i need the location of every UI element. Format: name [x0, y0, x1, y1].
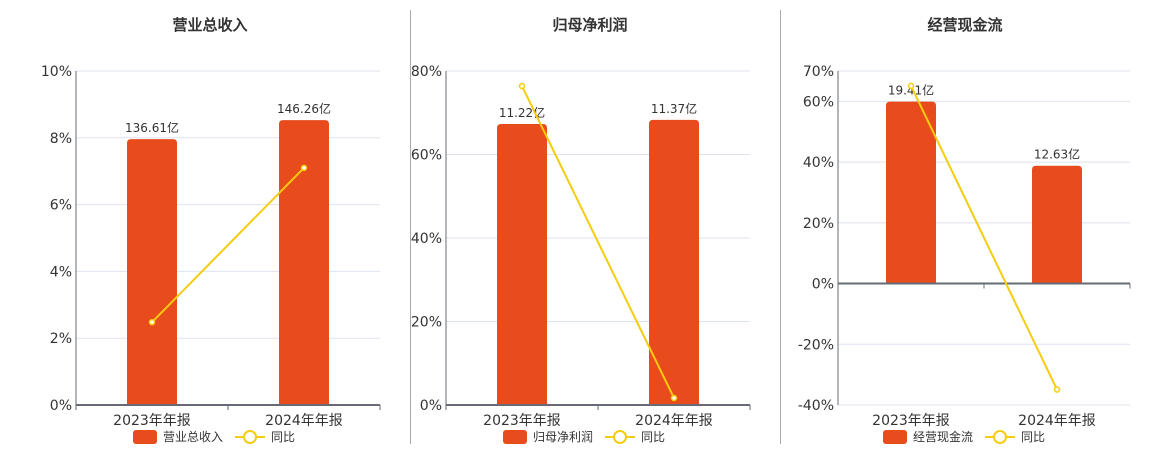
bar-value-label: 11.37亿	[651, 101, 697, 116]
bar[interactable]	[127, 139, 177, 406]
yoy-line	[910, 85, 1058, 390]
legend-bar-swatch[interactable]	[883, 429, 907, 444]
y-tick-label: 10%	[41, 64, 72, 80]
legend-line-swatch[interactable]	[235, 429, 266, 444]
y-tick-label: 60%	[803, 94, 834, 110]
y-tick-label: 20%	[803, 216, 834, 232]
bar[interactable]	[279, 120, 329, 406]
y-tick-label: -40%	[798, 398, 834, 414]
y-tick-label: 40%	[803, 155, 834, 171]
chart-title: 归母净利润	[552, 16, 628, 34]
panel-divider	[410, 10, 411, 444]
y-tick-label: 6%	[50, 198, 72, 214]
x-tick-label: 2024年年报	[1018, 413, 1096, 429]
legend-line-swatch[interactable]	[605, 429, 636, 444]
legend-bar-swatch[interactable]	[503, 429, 527, 444]
chart-legend: 营业总收入 同比	[133, 428, 295, 445]
legend-line-swatch[interactable]	[985, 429, 1016, 444]
chart-legend: 经营现金流 同比	[883, 428, 1045, 445]
y-tick-label: 2%	[50, 331, 72, 347]
chart-legend: 归母净利润 同比	[503, 428, 665, 445]
yoy-line	[521, 85, 675, 399]
bar-value-label: 146.26亿	[277, 101, 331, 116]
bar[interactable]	[497, 124, 547, 406]
yoy-point[interactable]	[300, 164, 308, 172]
chart-plot: 0% 2% 4% 6% 8% 10% 136.61亿 146.26亿 2023年年报 2024年年…	[41, 64, 381, 429]
legend-bar-swatch[interactable]	[133, 429, 157, 444]
y-tick-label: 80%	[411, 64, 442, 80]
yoy-line	[151, 167, 305, 323]
legend-bar-label[interactable]: 归母净利润	[533, 430, 594, 444]
x-tick-label: 2024年年报	[635, 413, 713, 429]
chart-panel-net-profit: 归母净利润 0% 20% 40% 60% 80% 11.22亿 11.37亿 2023年年报 2…	[400, 0, 780, 450]
x-tick-label: 2023年年报	[483, 413, 561, 429]
chart-plot: -40% -20% 0% 20% 40% 60% 70% 19.41亿 12.63亿 2023年年…	[798, 64, 1131, 429]
chart-title: 营业总收入	[172, 16, 248, 34]
y-tick-label: 0%	[812, 277, 834, 293]
y-tick-label: 40%	[411, 231, 442, 247]
legend-line-label[interactable]: 同比	[641, 430, 666, 444]
y-tick-label: 4%	[50, 264, 72, 280]
legend-bar-label[interactable]: 营业总收入	[163, 430, 224, 444]
bar[interactable]	[886, 101, 936, 284]
legend-line-label[interactable]: 同比	[271, 430, 296, 444]
chart-panel-revenue: 营业总收入 0% 2% 4% 6% 8% 10% 136.61亿 146.26亿 2023年年报…	[0, 0, 400, 450]
y-tick-label: -20%	[798, 337, 834, 353]
bar-value-label: 12.63亿	[1034, 147, 1080, 162]
panel-divider	[780, 10, 781, 444]
y-tick-label: 70%	[803, 64, 834, 80]
y-tick-label: 8%	[50, 131, 72, 147]
y-tick-label: 0%	[420, 398, 442, 414]
bar-value-label: 19.41亿	[888, 83, 934, 98]
yoy-point[interactable]	[148, 318, 156, 326]
bar[interactable]	[649, 119, 699, 405]
bar-value-label: 136.61亿	[125, 120, 179, 135]
y-tick-label: 60%	[411, 148, 442, 164]
legend-line-label[interactable]: 同比	[1021, 430, 1046, 444]
yoy-point[interactable]	[1053, 386, 1061, 393]
y-tick-label: 20%	[411, 315, 442, 331]
chart-title: 经营现金流	[927, 16, 1003, 34]
bar[interactable]	[1032, 165, 1082, 284]
x-tick-label: 2023年年报	[872, 413, 950, 429]
yoy-point[interactable]	[907, 82, 915, 90]
x-tick-label: 2023年年报	[113, 413, 191, 429]
y-tick-label: 0%	[50, 398, 72, 414]
legend-bar-label[interactable]: 经营现金流	[913, 430, 974, 444]
yoy-point[interactable]	[518, 82, 526, 90]
chart-panel-operating-cashflow: 经营现金流 -40% -20% 0% 20% 40% 60% 70% 19.41亿 12.63亿…	[770, 0, 1160, 450]
x-tick-label: 2024年年报	[265, 413, 343, 429]
yoy-point[interactable]	[670, 394, 678, 402]
